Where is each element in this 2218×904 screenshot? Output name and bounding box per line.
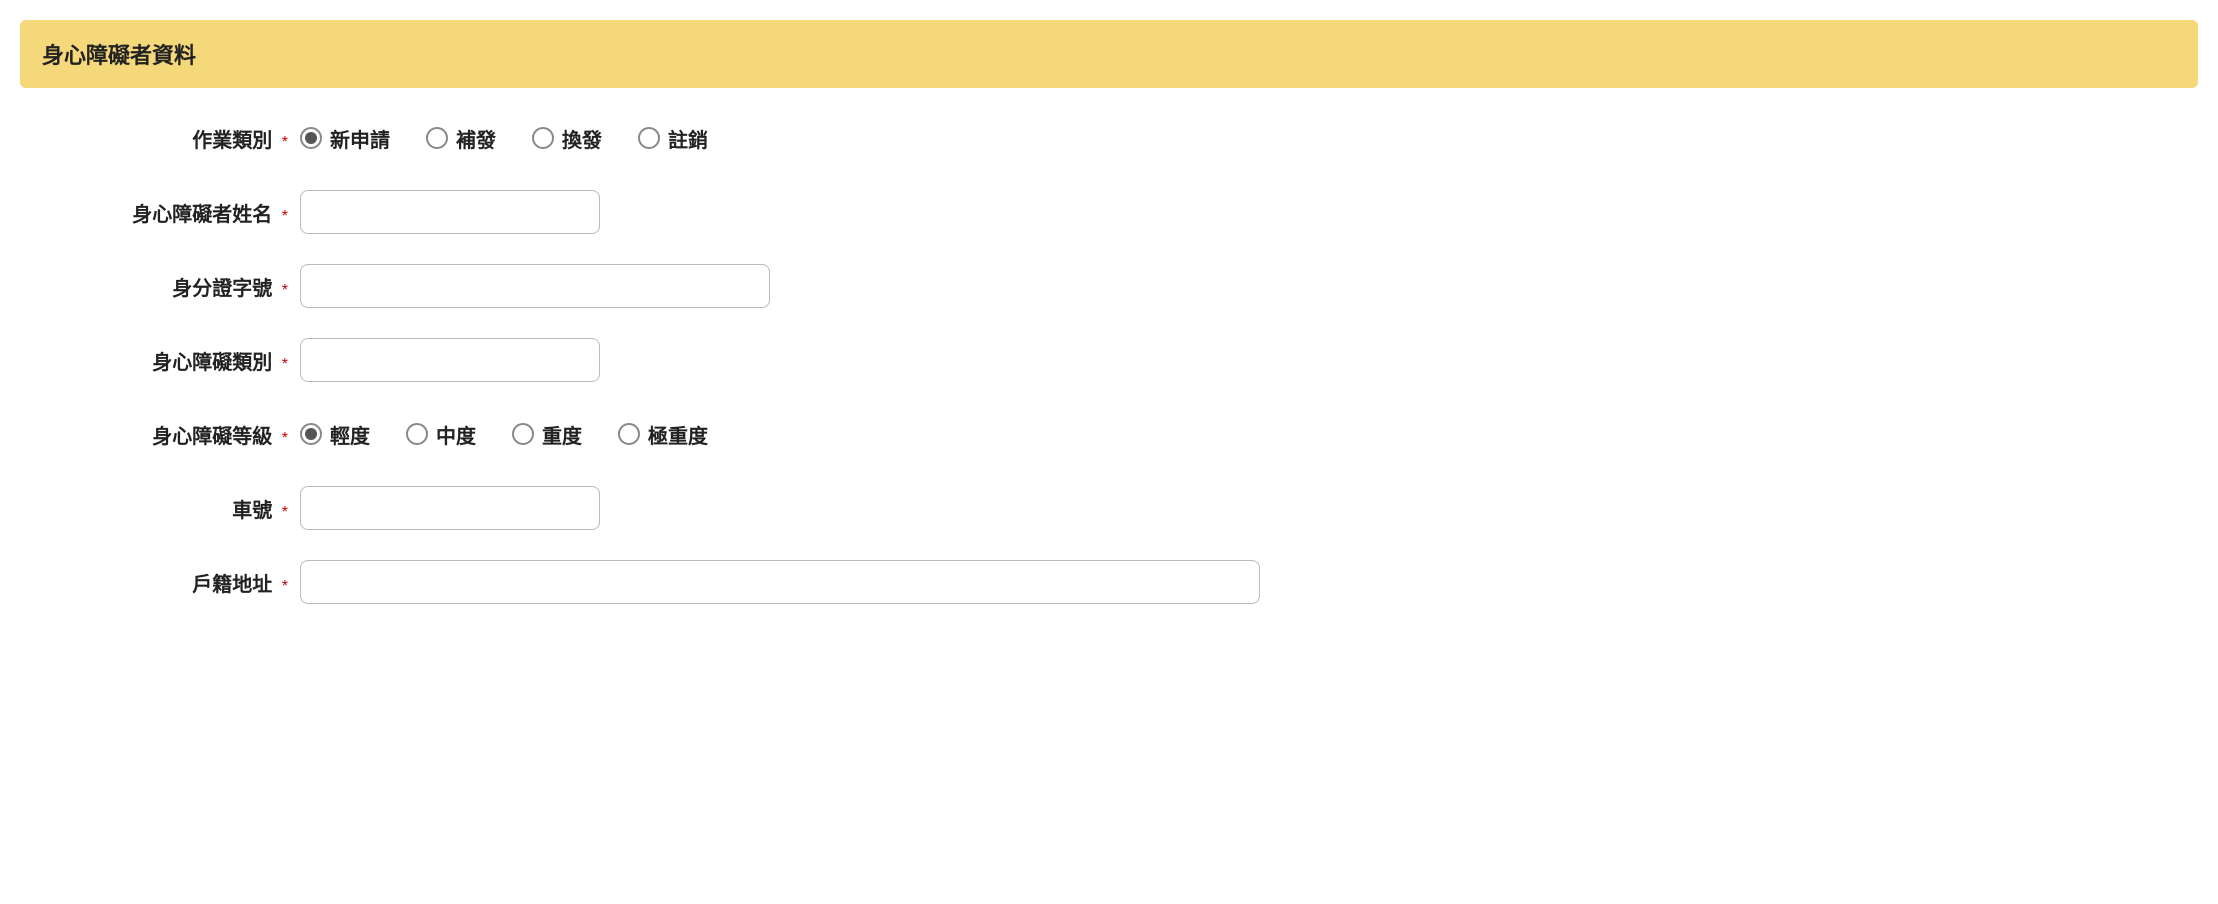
radio-label: 輕度 bbox=[330, 420, 370, 449]
required-mark: * bbox=[282, 578, 288, 595]
label-operation-type: 作業類別 * bbox=[20, 124, 300, 153]
row-disability-level: 身心障礙等級 * 輕度 中度 重度 極重度 bbox=[20, 412, 2198, 456]
control-disability-type bbox=[300, 338, 600, 382]
radio-label: 新申請 bbox=[330, 124, 390, 153]
label-name-text: 身心障礙者姓名 bbox=[132, 204, 272, 226]
radio-reissue[interactable]: 補發 bbox=[426, 124, 496, 153]
required-mark: * bbox=[282, 208, 288, 225]
label-disability-type: 身心障礙類別 * bbox=[20, 346, 300, 375]
row-address: 戶籍地址 * bbox=[20, 560, 2198, 604]
radio-cancel[interactable]: 註銷 bbox=[638, 124, 708, 153]
vehicle-number-input[interactable] bbox=[300, 486, 600, 530]
row-name: 身心障礙者姓名 * bbox=[20, 190, 2198, 234]
label-vehicle-number: 車號 * bbox=[20, 494, 300, 523]
radio-label: 中度 bbox=[436, 420, 476, 449]
radio-icon bbox=[618, 423, 640, 445]
radio-label: 換發 bbox=[562, 124, 602, 153]
label-disability-type-text: 身心障礙類別 bbox=[152, 352, 272, 374]
radio-icon bbox=[512, 423, 534, 445]
required-mark: * bbox=[282, 356, 288, 373]
panel-title: 身心障礙者資料 bbox=[42, 38, 2176, 70]
label-operation-type-text: 作業類別 bbox=[192, 130, 272, 152]
label-id-number-text: 身分證字號 bbox=[172, 278, 272, 300]
radio-icon bbox=[300, 127, 322, 149]
id-number-input[interactable] bbox=[300, 264, 770, 308]
radio-icon bbox=[406, 423, 428, 445]
label-disability-level-text: 身心障礙等級 bbox=[152, 426, 272, 448]
required-mark: * bbox=[282, 134, 288, 151]
control-vehicle-number bbox=[300, 486, 600, 530]
radio-label: 極重度 bbox=[648, 420, 708, 449]
radio-moderate[interactable]: 中度 bbox=[406, 420, 476, 449]
label-address: 戶籍地址 * bbox=[20, 568, 300, 597]
label-id-number: 身分證字號 * bbox=[20, 272, 300, 301]
radio-group-disability-level: 輕度 中度 重度 極重度 bbox=[300, 420, 708, 449]
radio-icon bbox=[426, 127, 448, 149]
radio-icon bbox=[532, 127, 554, 149]
radio-replace[interactable]: 換發 bbox=[532, 124, 602, 153]
control-name bbox=[300, 190, 600, 234]
row-vehicle-number: 車號 * bbox=[20, 486, 2198, 530]
label-address-text: 戶籍地址 bbox=[192, 574, 272, 596]
address-input[interactable] bbox=[300, 560, 1260, 604]
row-id-number: 身分證字號 * bbox=[20, 264, 2198, 308]
radio-severe[interactable]: 重度 bbox=[512, 420, 582, 449]
required-mark: * bbox=[282, 504, 288, 521]
radio-label: 註銷 bbox=[668, 124, 708, 153]
radio-profound[interactable]: 極重度 bbox=[618, 420, 708, 449]
radio-group-operation-type: 新申請 補發 換發 註銷 bbox=[300, 124, 708, 153]
radio-label: 補發 bbox=[456, 124, 496, 153]
label-disability-level: 身心障礙等級 * bbox=[20, 420, 300, 449]
form-container: 作業類別 * 新申請 補發 換發 註銷 身心障礙者姓名 bbox=[20, 116, 2198, 604]
label-name: 身心障礙者姓名 * bbox=[20, 198, 300, 227]
required-mark: * bbox=[282, 430, 288, 447]
control-address bbox=[300, 560, 1260, 604]
radio-mild[interactable]: 輕度 bbox=[300, 420, 370, 449]
name-input[interactable] bbox=[300, 190, 600, 234]
row-operation-type: 作業類別 * 新申請 補發 換發 註銷 bbox=[20, 116, 2198, 160]
panel-header: 身心障礙者資料 bbox=[20, 20, 2198, 88]
label-vehicle-number-text: 車號 bbox=[232, 500, 272, 522]
disability-type-input[interactable] bbox=[300, 338, 600, 382]
radio-label: 重度 bbox=[542, 420, 582, 449]
radio-new-application[interactable]: 新申請 bbox=[300, 124, 390, 153]
radio-icon bbox=[300, 423, 322, 445]
control-id-number bbox=[300, 264, 770, 308]
required-mark: * bbox=[282, 282, 288, 299]
radio-icon bbox=[638, 127, 660, 149]
row-disability-type: 身心障礙類別 * bbox=[20, 338, 2198, 382]
